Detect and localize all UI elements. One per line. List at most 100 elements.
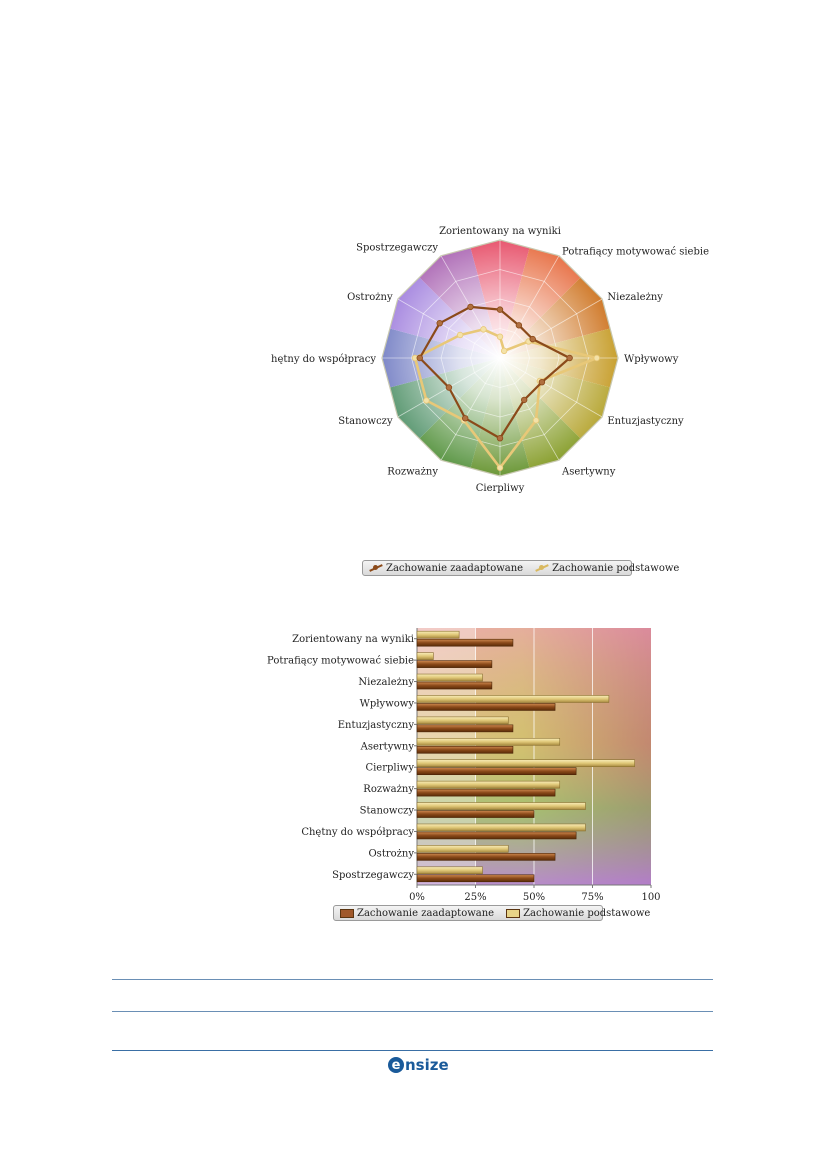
bar-adapted (416, 638, 514, 647)
radar-grid-spoke (440, 357, 501, 461)
bar-x-tick-label: 25% (464, 892, 486, 903)
company-logo: e nsize (388, 1056, 449, 1074)
bar-adapted (416, 767, 577, 776)
radar-grid-spoke (499, 255, 560, 359)
radar-axis-label: hętny do współpracy (271, 354, 376, 365)
bar-category-label: Rozważny (363, 784, 414, 795)
bar-category-label: Ostrożny (368, 848, 414, 859)
bar-legend: Zachowanie zaadaptowane Zachowanie podst… (333, 905, 650, 921)
bar-legend-label-adapted: Zachowanie zaadaptowane (357, 907, 495, 919)
bar-legend-item-basic: Zachowanie podstawowe (500, 908, 656, 919)
radar-point-adapted (467, 303, 474, 311)
bar-category-label: Stanowczy (360, 806, 415, 817)
logo-text: nsize (405, 1056, 449, 1074)
radar-point-adapted (566, 354, 573, 362)
legend-swatch-basic (535, 564, 549, 572)
radar-axis-label: Potrafiący motywować siebie (562, 247, 709, 258)
radar-point-basic (593, 354, 600, 362)
bar-basic (416, 759, 635, 768)
radar-point-basic (480, 326, 487, 333)
bar-adapted (416, 681, 493, 690)
radar-point-basic (496, 333, 504, 340)
bar-basic (416, 845, 509, 853)
legend-item-adapted: Zachowanie zaadaptowane (363, 563, 529, 574)
radar-grid-spoke (397, 298, 501, 359)
bar-adapted (416, 853, 556, 861)
radar-axis-label: Niezależny (607, 292, 663, 303)
radar-point-adapted (445, 384, 453, 391)
bar-basic (416, 866, 483, 875)
bar-adapted (416, 810, 535, 818)
bar-legend-item-adapted: Zachowanie zaadaptowane (334, 908, 500, 919)
radar-point-basic (456, 331, 464, 339)
bar-basic (416, 780, 561, 789)
radar-point-adapted (416, 354, 423, 362)
radar-point-basic (500, 347, 508, 355)
radar-axis-label: Spostrzegawczy (356, 243, 438, 254)
radar-point-adapted (496, 306, 504, 313)
bar-category-label: Entuzjastyczny (338, 720, 415, 731)
bar-basic (416, 802, 586, 810)
radar-axis-label: Entuzjastyczny (607, 416, 684, 427)
radar-point-adapted (436, 319, 443, 327)
radar-grid-spoke (499, 298, 603, 359)
radar-axis-label: Asertywny (561, 466, 616, 477)
legend-item-basic: Zachowanie podstawowe (529, 563, 685, 574)
legend-label-basic: Zachowanie podstawowe (552, 562, 680, 574)
radar-axis-label: Wpływowy (624, 354, 679, 365)
radar-point-basic (496, 464, 504, 471)
bar-basic (416, 716, 509, 725)
radar-axis-label: Ostrożny (347, 292, 393, 303)
radar-axis-label: Stanowczy (338, 416, 393, 427)
radar-grid-spoke (499, 357, 603, 418)
bar-chart: Zorientowany na wyniki Potrafiący motywow… (267, 628, 661, 903)
bar-basic (416, 695, 610, 703)
bar-legend-swatch-adapted (340, 908, 354, 918)
bar-category-label: Spostrzegawczy (332, 870, 414, 881)
bar-x-tick-label: 100 (641, 892, 660, 903)
radar-point-basic (423, 397, 430, 404)
radar-point-adapted (529, 335, 536, 343)
bar-adapted (416, 874, 535, 883)
logo-mark-icon: e (388, 1057, 404, 1073)
bar-category-label: Cierpliwy (365, 763, 414, 774)
radar-axis-label: Rozważny (387, 466, 438, 477)
bar-adapted (416, 660, 493, 668)
bar-adapted (416, 703, 556, 711)
radar-grid-spoke (499, 357, 560, 461)
bar-category-label: Niezależny (358, 677, 414, 688)
radar-point-adapted (520, 396, 528, 404)
radar-legend: Zachowanie zaadaptowane Zachowanie podst… (362, 560, 679, 576)
bar-plot-band (417, 628, 476, 885)
bar-adapted (416, 724, 514, 733)
radar-point-adapted (538, 378, 546, 386)
bar-category-label: Wpływowy (360, 698, 415, 709)
bar-x-tick-label: 75% (581, 892, 603, 903)
bar-adapted (416, 745, 514, 754)
radar-point-adapted (461, 415, 469, 422)
bar-adapted (416, 831, 577, 840)
bar-x-tick-label: 50% (523, 892, 545, 903)
radar-point-adapted (496, 435, 504, 442)
bar-basic (416, 630, 460, 639)
radar-axis-label: Cierpliwy (476, 483, 525, 494)
bar-category-label: Asertywny (360, 741, 415, 752)
radar-point-basic (532, 417, 540, 424)
bar-basic (416, 673, 483, 682)
bar-basic (416, 823, 586, 832)
bar-adapted (416, 788, 556, 797)
radar-point-adapted (515, 322, 523, 329)
bar-category-label: Potrafiący motywować siebie (267, 656, 414, 667)
bar-basic (416, 652, 434, 660)
bar-category-label: Zorientowany na wyniki (292, 634, 414, 645)
bar-legend-label-basic: Zachowanie podstawowe (523, 907, 651, 919)
bar-x-tick-label: 0% (409, 892, 425, 903)
footer-rule-2 (112, 1011, 713, 1012)
footer-rule-1 (112, 979, 713, 980)
footer-rule-3 (112, 1050, 713, 1051)
bar-basic (416, 737, 561, 746)
legend-label-adapted: Zachowanie zaadaptowane (386, 562, 524, 574)
legend-swatch-adapted (369, 564, 383, 572)
